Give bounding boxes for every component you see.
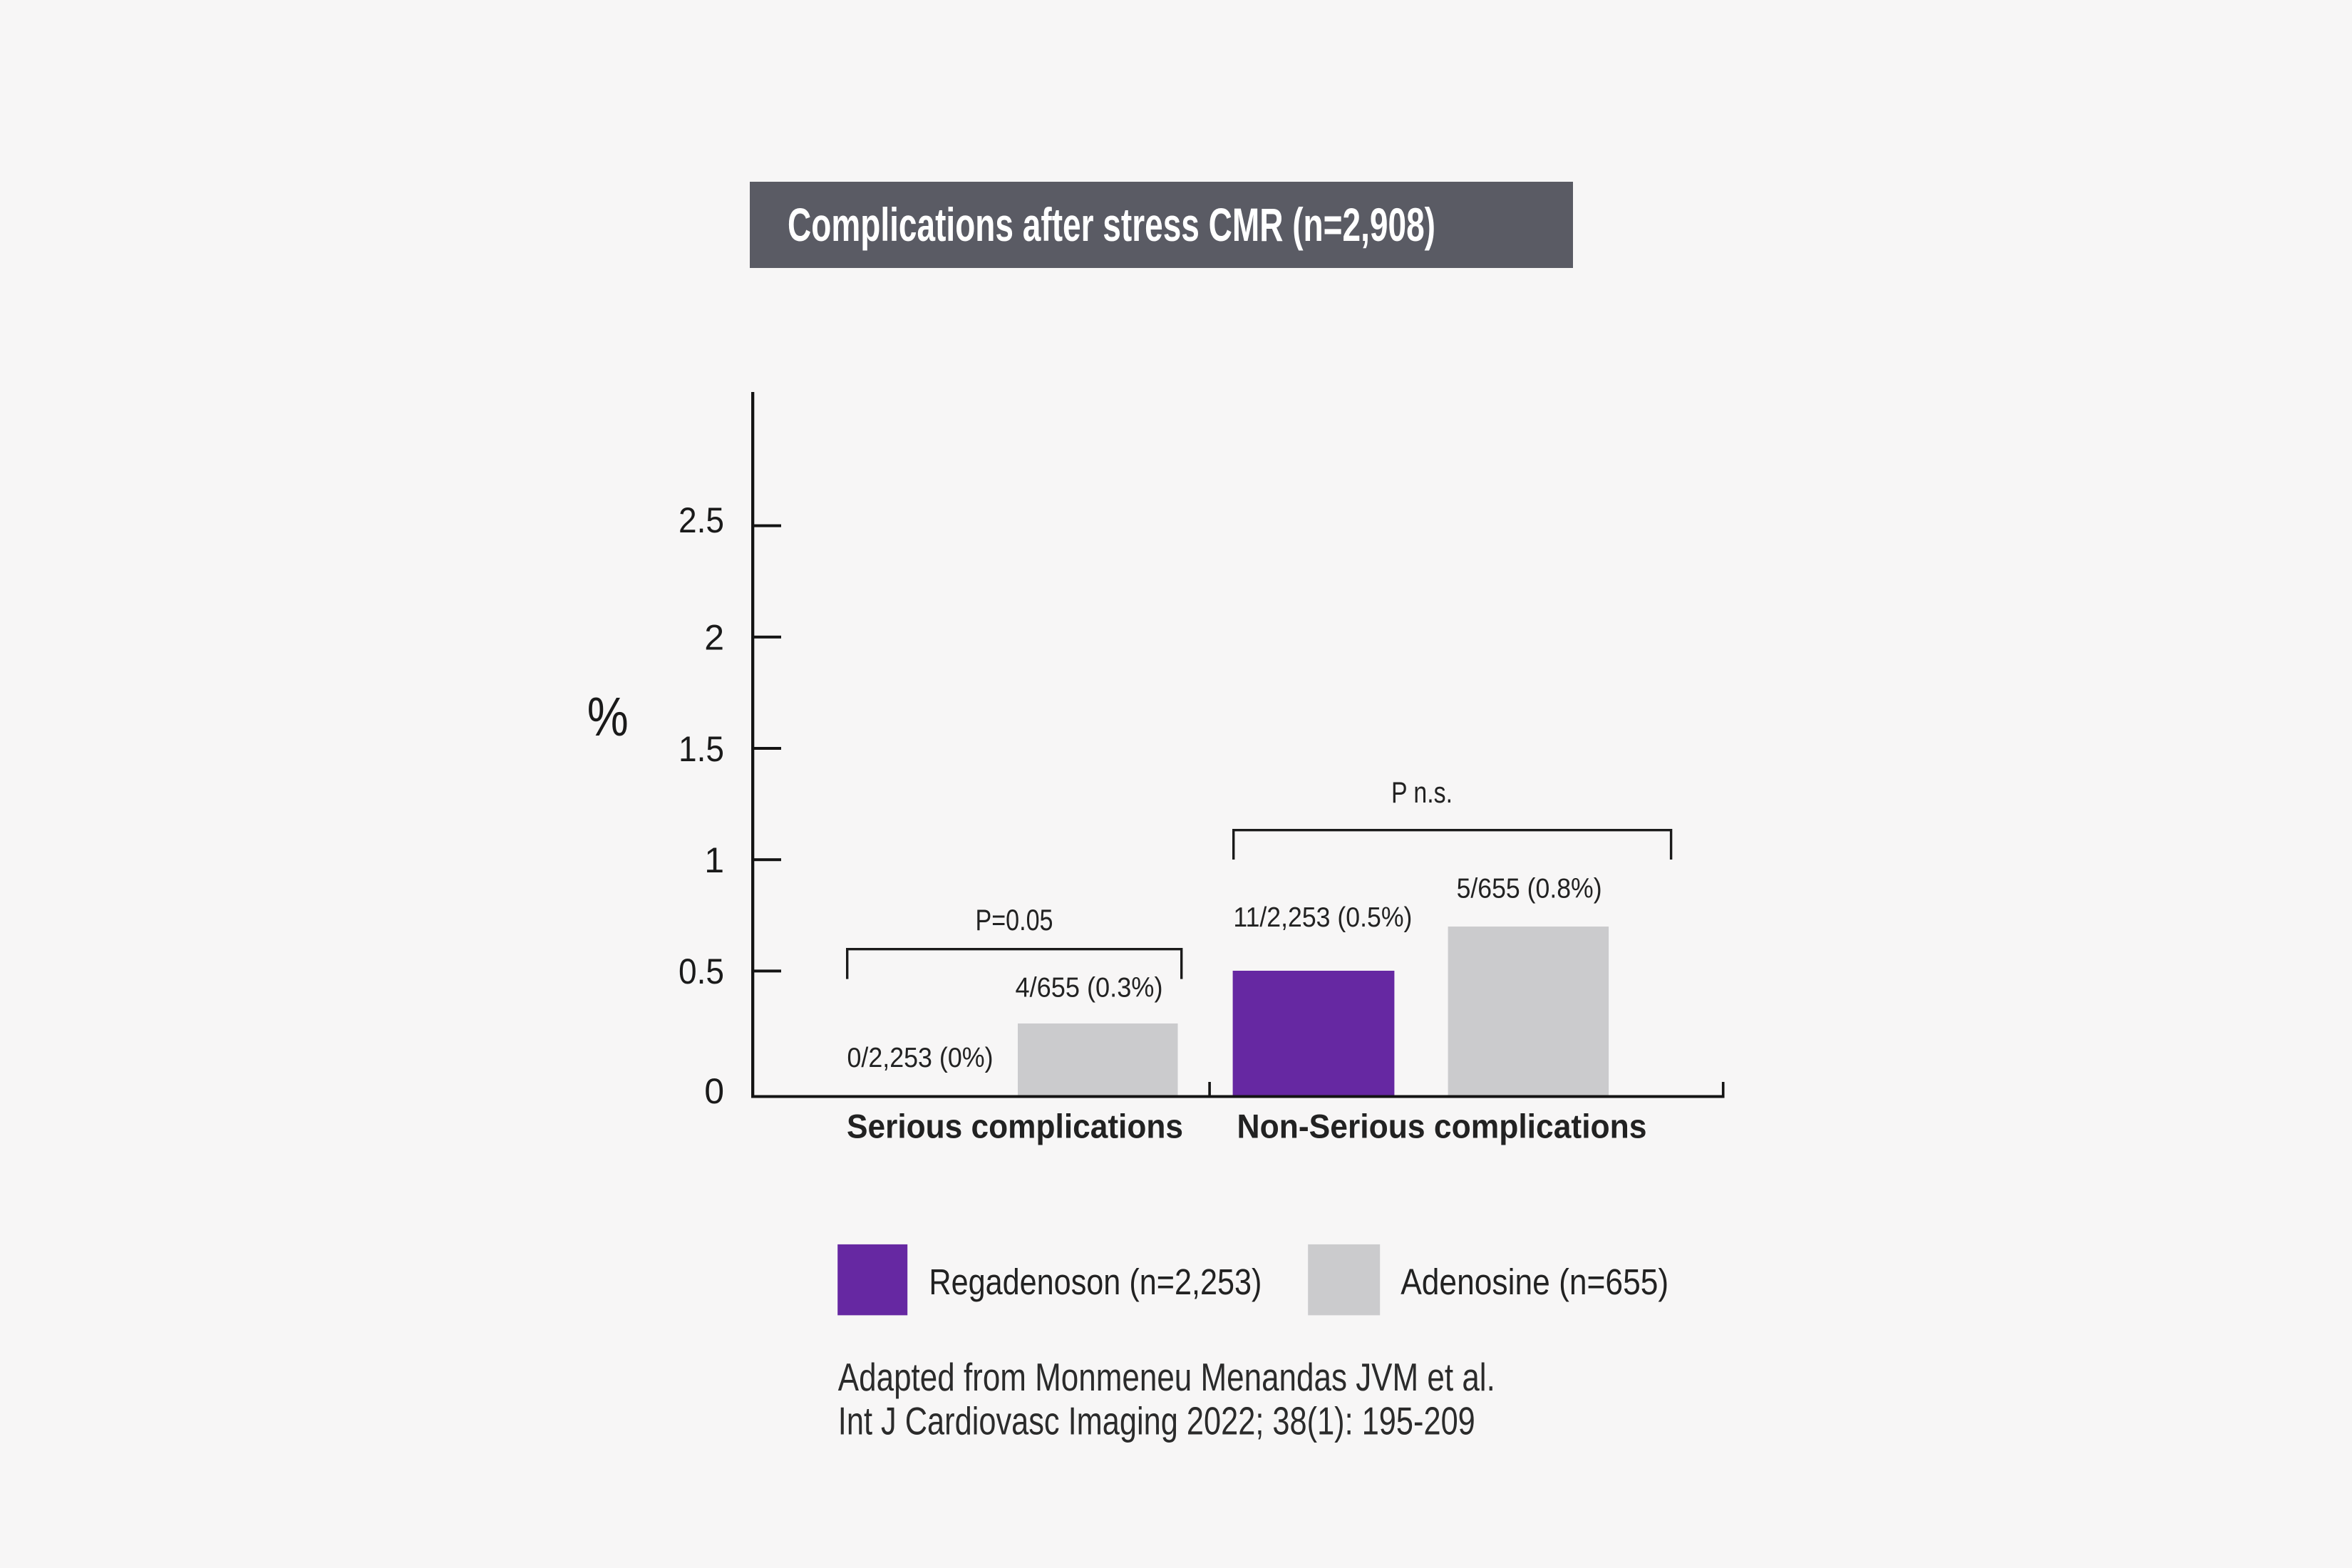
svg-text:5/655 (0.8%): 5/655 (0.8%) (1457, 873, 1602, 904)
svg-text:11/2,253 (0.5%): 11/2,253 (0.5%) (1233, 902, 1412, 933)
svg-text:1: 1 (704, 840, 724, 880)
svg-text:1.5: 1.5 (679, 729, 724, 769)
svg-text:0: 0 (704, 1071, 724, 1111)
svg-text:%: % (587, 686, 629, 748)
svg-text:2.5: 2.5 (679, 500, 724, 540)
svg-text:0.5: 0.5 (679, 951, 724, 991)
svg-text:Serious complications: Serious complications (847, 1108, 1183, 1145)
svg-text:P=0.05: P=0.05 (976, 903, 1053, 937)
svg-text:Non-Serious complications: Non-Serious complications (1237, 1108, 1647, 1145)
svg-text:4/655 (0.3%): 4/655 (0.3%) (1016, 972, 1163, 1003)
svg-text:Int J Cardiovasc Imaging 2022;: Int J Cardiovasc Imaging 2022; 38(1): 19… (838, 1398, 1475, 1443)
svg-text:Regadenoson (n=2,253): Regadenoson (n=2,253) (929, 1262, 1262, 1302)
svg-text:Complications after stress CMR: Complications after stress CMR (n=2,908) (788, 198, 1435, 251)
svg-text:0/2,253 (0%): 0/2,253 (0%) (847, 1043, 994, 1073)
svg-text:2: 2 (704, 618, 724, 658)
svg-text:Adenosine (n=655): Adenosine (n=655) (1401, 1262, 1668, 1302)
svg-text:Adapted from Monmeneu Menandas: Adapted from Monmeneu Menandas JVM et al… (838, 1355, 1495, 1399)
svg-text:P n.s.: P n.s. (1391, 775, 1453, 809)
